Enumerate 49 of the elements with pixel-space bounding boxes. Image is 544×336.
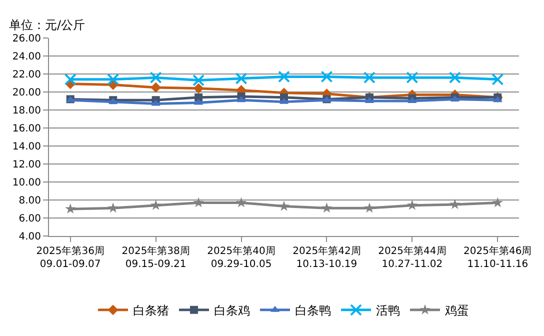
legend-label: 白条猪 xyxy=(133,304,169,318)
legend-label: 白条鸡 xyxy=(214,304,250,318)
y-tick-label: 16.00 xyxy=(12,124,41,134)
point xyxy=(364,202,375,213)
point xyxy=(193,197,204,208)
x-tick-label: 2025年第42周 10.13-10.19 xyxy=(292,245,361,270)
point xyxy=(107,73,120,86)
x-tick-label: 2025年第44周 10.27-11.02 xyxy=(378,245,446,270)
y-tick-label: 18.00 xyxy=(12,106,41,116)
point xyxy=(65,203,76,214)
point xyxy=(406,200,418,210)
legend-label: 鸡蛋 xyxy=(444,304,469,318)
y-tick-label: 4.00 xyxy=(18,232,41,242)
point xyxy=(150,200,162,210)
point xyxy=(406,72,418,84)
point xyxy=(448,72,461,84)
legend-label: 白条鸭 xyxy=(295,304,331,318)
point xyxy=(150,72,162,84)
point xyxy=(64,73,76,86)
point xyxy=(450,198,460,210)
point xyxy=(192,74,205,86)
point xyxy=(278,70,290,83)
x-tick-label: 2025年第40周 09.29-10.05 xyxy=(207,245,276,270)
y-axis-title: 单位：元/公斤 xyxy=(9,18,86,32)
point xyxy=(321,202,332,213)
point xyxy=(236,197,247,208)
y-tick-label: 12.00 xyxy=(12,160,41,170)
y-tick-label: 14.00 xyxy=(12,142,41,152)
point xyxy=(278,200,290,211)
y-tick-label: 22.00 xyxy=(12,70,41,80)
x-tick-label: 2025年第38周 09.15-09.21 xyxy=(122,245,190,270)
point xyxy=(193,83,204,94)
point xyxy=(492,197,503,208)
y-tick-label: 26.00 xyxy=(12,34,41,44)
point xyxy=(108,202,118,213)
point xyxy=(363,72,376,84)
point xyxy=(492,73,504,86)
y-tick-label: 8.00 xyxy=(18,196,41,206)
x-tick-label: 2025年第36周 09.01-09.07 xyxy=(36,245,104,270)
y-tick-label: 6.00 xyxy=(18,214,41,224)
y-tick-label: 20.00 xyxy=(12,88,41,98)
point xyxy=(320,70,333,83)
y-tick-label: 10.00 xyxy=(12,178,41,188)
x-tick-label: 2025年第46周 11.10-11.16 xyxy=(464,245,532,270)
point xyxy=(194,93,203,102)
point xyxy=(235,72,248,84)
point xyxy=(150,82,162,93)
y-tick-label: 24.00 xyxy=(12,52,41,62)
legend-label: 活鸭 xyxy=(376,304,400,318)
